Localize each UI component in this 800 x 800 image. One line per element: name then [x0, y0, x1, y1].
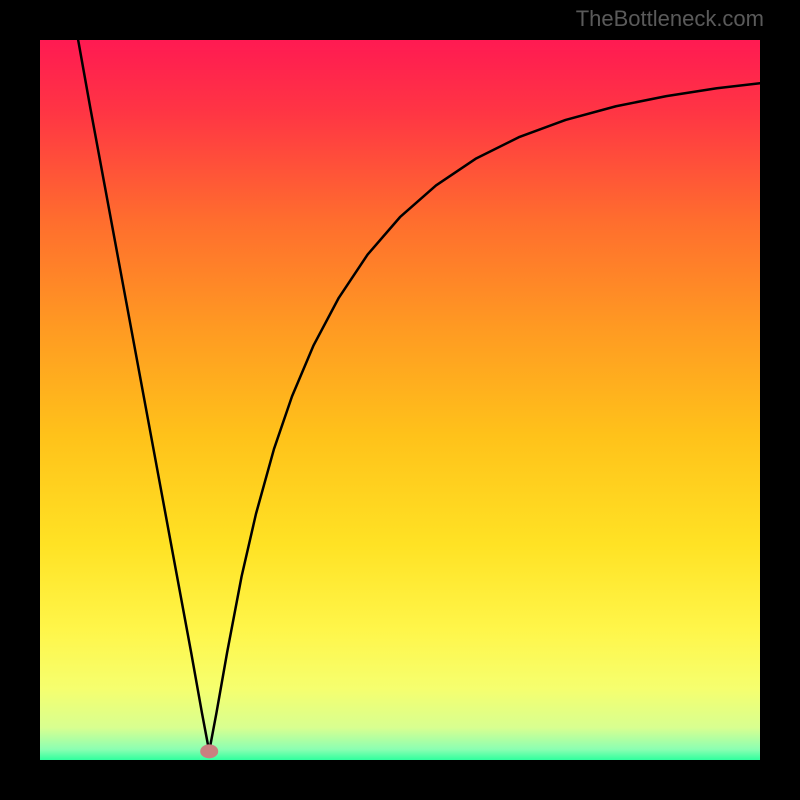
- watermark-text: TheBottleneck.com: [576, 6, 764, 32]
- plot-area: [40, 40, 760, 760]
- bottleneck-curve: [78, 40, 760, 751]
- chart-canvas: TheBottleneck.com: [0, 0, 800, 800]
- curve-layer: [40, 40, 760, 760]
- min-marker: [200, 744, 218, 758]
